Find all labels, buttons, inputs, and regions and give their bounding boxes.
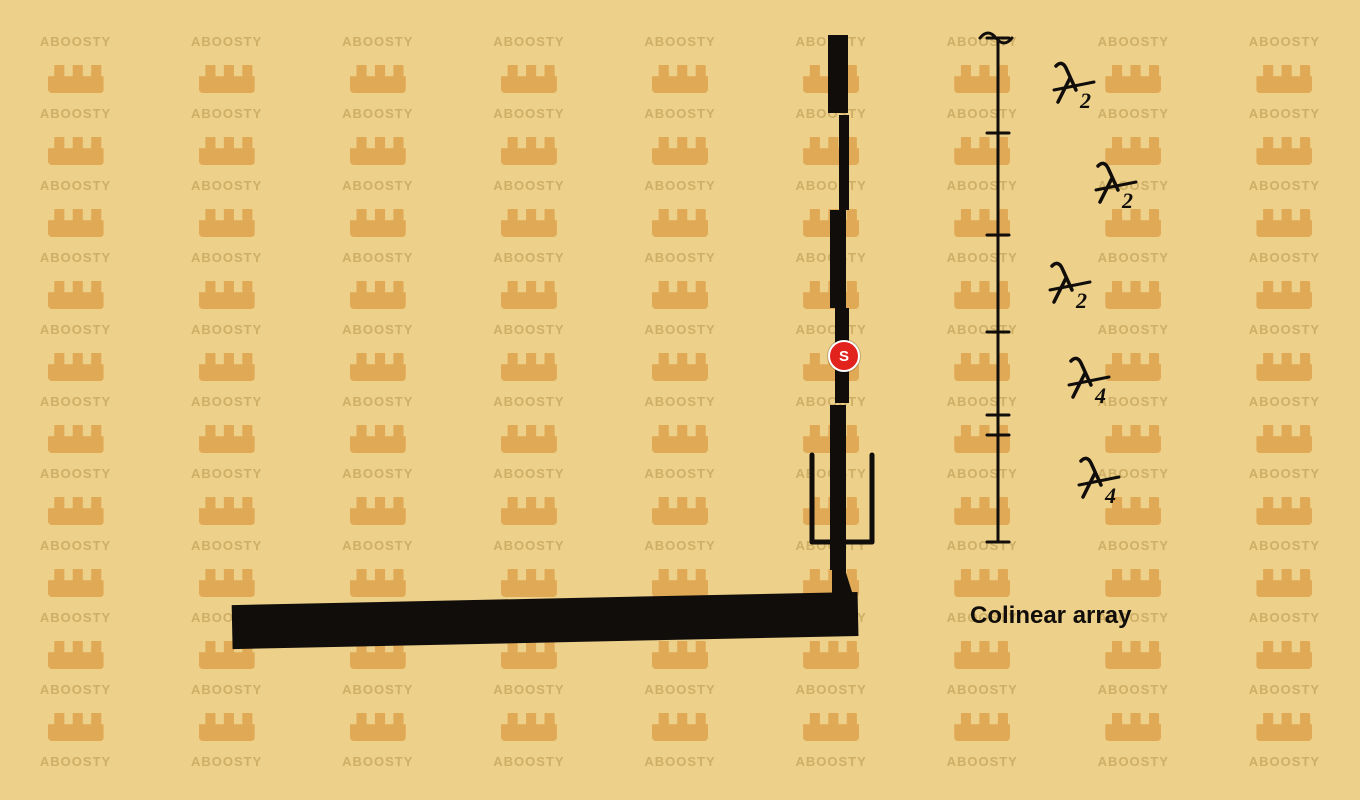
dim-label: 2	[1092, 160, 1140, 220]
source-badge: S	[828, 340, 860, 372]
svg-text:4: 4	[1104, 483, 1116, 507]
svg-text:2: 2	[1121, 188, 1133, 212]
caption: Colinear array	[970, 602, 1131, 630]
svg-text:4: 4	[1094, 383, 1106, 407]
dim-label: 4	[1065, 355, 1113, 415]
seg0-top-cap	[828, 35, 848, 113]
source-badge-label: S	[839, 348, 849, 365]
seg1	[839, 115, 849, 210]
seg4	[830, 405, 846, 570]
dim-label: 2	[1050, 60, 1098, 120]
antenna-drawing	[0, 0, 1360, 800]
svg-text:2: 2	[1075, 288, 1087, 312]
dim-label: 2	[1046, 260, 1094, 320]
antenna-base	[232, 592, 859, 649]
diagram-canvas: ABOOSTYABOOSTYABOOSTYABOOSTYABOOSTYABOOS…	[0, 0, 1360, 800]
dim-label: 4	[1075, 455, 1123, 515]
caption-text: Colinear array	[970, 602, 1131, 629]
seg2	[830, 210, 846, 308]
svg-text:2: 2	[1079, 88, 1091, 112]
